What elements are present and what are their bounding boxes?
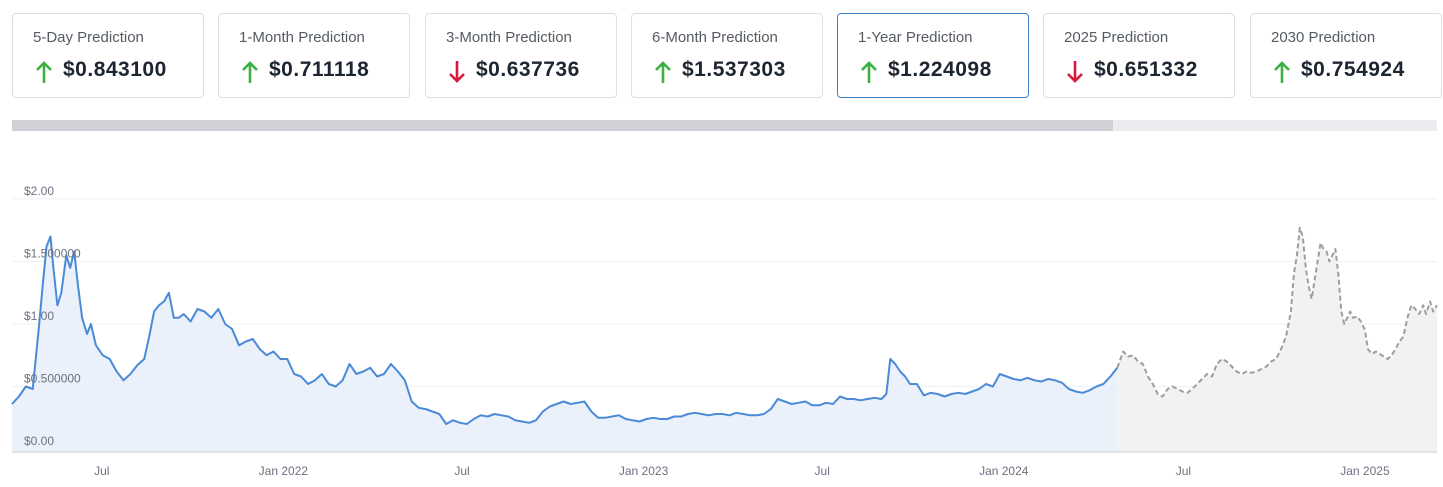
y-tick-label: $1.500000 — [24, 247, 81, 261]
card-title: 2030 Prediction — [1271, 29, 1376, 46]
arrow-down-icon — [1067, 61, 1083, 83]
card-value: $1.537303 — [682, 58, 786, 81]
x-axis-labels: Jul Jan 2022 Jul Jan 2023 Jul Jan 2024 Jul Jan … — [94, 464, 1390, 478]
prediction-card-2030[interactable]: 2030 Prediction $0.754924 — [1250, 13, 1442, 98]
prediction-card-5-day[interactable]: 5-Day Prediction $0.843100 — [12, 13, 204, 98]
card-value: $0.711118 — [269, 58, 370, 81]
arrow-up-icon — [1274, 61, 1290, 83]
y-tick-label: $0.00 — [24, 434, 54, 448]
y-tick-label: $0.500000 — [24, 372, 81, 386]
prediction-card-2025[interactable]: 2025 Prediction $0.651332 — [1043, 13, 1235, 98]
price-chart: $0.00 $0.500000 $1.00 $1.500000 $2.00 Jul Jan… — [11, 184, 1438, 478]
arrow-up-icon — [655, 61, 671, 83]
cards-scrollbar[interactable] — [12, 120, 1437, 131]
x-tick-label: Jan 2022 — [259, 464, 309, 478]
prediction-line — [1116, 226, 1438, 398]
card-value: $0.637736 — [476, 58, 580, 81]
x-tick-label: Jan 2024 — [979, 464, 1029, 478]
prediction-card-1-month[interactable]: 1-Month Prediction $0.711118 — [218, 13, 410, 98]
arrow-down-icon — [449, 61, 465, 83]
prediction-area — [1117, 227, 1437, 452]
arrow-up-icon — [36, 61, 52, 83]
scrollbar-thumb[interactable] — [12, 120, 1113, 131]
arrow-up-icon — [861, 61, 877, 83]
x-tick-label: Jul — [1176, 464, 1191, 478]
card-title: 5-Day Prediction — [33, 29, 144, 46]
card-title: 1-Year Prediction — [858, 29, 973, 46]
card-title: 6-Month Prediction — [652, 29, 778, 46]
prediction-card-6-month[interactable]: 6-Month Prediction $1.537303 — [631, 13, 823, 98]
x-tick-label: Jan 2025 — [1340, 464, 1390, 478]
y-tick-label: $1.00 — [24, 309, 54, 323]
x-tick-label: Jul — [454, 464, 469, 478]
arrow-up-icon — [242, 61, 258, 83]
x-tick-label: Jan 2023 — [619, 464, 669, 478]
prediction-card-3-month[interactable]: 3-Month Prediction $0.637736 — [425, 13, 617, 98]
card-title: 3-Month Prediction — [446, 29, 572, 46]
x-tick-label: Jul — [815, 464, 830, 478]
card-value: $0.651332 — [1094, 58, 1198, 81]
card-title: 1-Month Prediction — [239, 29, 365, 46]
y-axis-labels: $0.00 $0.500000 $1.00 $1.500000 $2.00 — [24, 184, 81, 448]
prediction-cards: 5-Day Prediction $0.843100 1-Month Predi… — [0, 0, 1443, 110]
card-value: $1.224098 — [888, 58, 992, 81]
prediction-card-1-year[interactable]: 1-Year Prediction $1.224098 — [837, 13, 1029, 98]
card-value: $0.754924 — [1301, 58, 1405, 81]
historical-price-line — [11, 235, 1119, 425]
x-tick-label: Jul — [94, 464, 109, 478]
card-value: $0.843100 — [63, 58, 167, 81]
historical-area — [12, 236, 1118, 452]
card-title: 2025 Prediction — [1064, 29, 1169, 46]
y-tick-label: $2.00 — [24, 184, 54, 198]
